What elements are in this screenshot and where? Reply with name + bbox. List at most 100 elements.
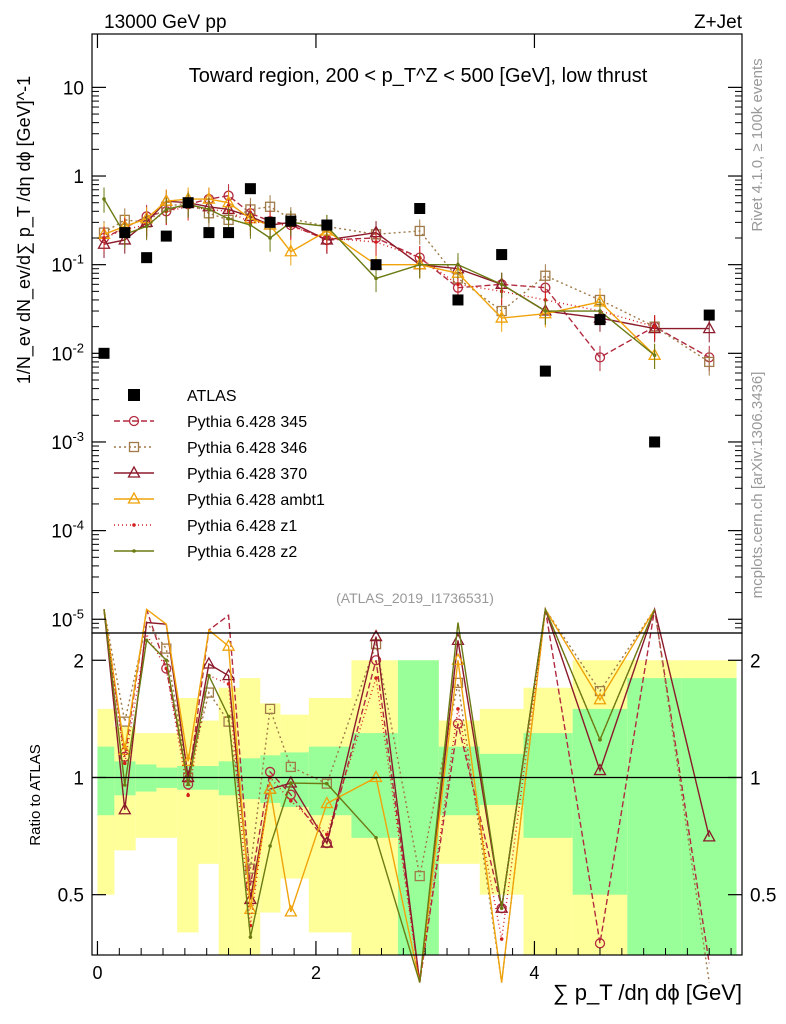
y-tick-label-main-4: 10-3 <box>51 429 84 454</box>
band-inner-14 <box>479 753 524 805</box>
rivet-version-label: Rivet 4.1.0, ≥ 100k events <box>749 58 766 231</box>
series-marker-4-13 <box>456 282 460 287</box>
series-ratio-line-4 <box>103 606 656 983</box>
legend-marker-5 <box>132 549 136 553</box>
band-outer-4 <box>177 698 199 933</box>
series-ratio-marker-1-5 <box>203 687 215 698</box>
series-ratio-marker-3-9 <box>284 904 298 917</box>
atlas-point-1 <box>119 227 131 239</box>
x-tick-label-2: 4 <box>529 963 539 983</box>
series-marker-0-16 <box>594 352 606 363</box>
atlas-point-13 <box>452 294 464 306</box>
series-ratio-marker-4-14 <box>499 937 504 941</box>
legend-label-4: Pythia 6.428 z1 <box>187 518 297 535</box>
series-ratio-marker-4-11 <box>374 676 378 680</box>
header-right: Z+Jet <box>694 12 743 33</box>
band-inner-0 <box>97 746 115 816</box>
series-marker-5-6 <box>226 216 231 221</box>
band-inner-11 <box>351 733 398 838</box>
band-inner-18 <box>681 678 737 955</box>
series-ratio-marker-1-7 <box>245 863 256 874</box>
band-inner-17 <box>627 678 682 955</box>
series-ratio-marker-3-8 <box>263 781 277 794</box>
band-inner-10 <box>308 746 352 816</box>
series-ratio-line-5 <box>103 606 656 983</box>
atlas-point-16 <box>594 314 606 326</box>
atlas-point-4 <box>182 197 194 209</box>
series-marker-4-0 <box>102 236 106 240</box>
series-marker-1-12 <box>414 225 425 237</box>
series-ratio-marker-2-14 <box>495 900 509 913</box>
header-left: 13000 GeV pp <box>104 12 227 33</box>
series-ratio-marker-4-9 <box>289 799 293 803</box>
series-ratio-marker-5-4 <box>186 782 190 787</box>
atlas-point-10 <box>321 219 333 231</box>
series-ratio-marker-3-4 <box>181 754 195 767</box>
analysis-tag: (ATLAS_2019_I1736531) <box>336 590 494 606</box>
y-tick-label-main-2: 10-1 <box>51 252 84 277</box>
legend-label-0: Pythia 6.428 345 <box>187 414 307 431</box>
series-marker-5-11 <box>374 276 378 281</box>
series-marker-5-13 <box>456 262 460 267</box>
legend-marker-3 <box>127 491 141 504</box>
atlas-point-2 <box>141 252 153 264</box>
legend-label-atlas: ATLAS <box>187 388 237 405</box>
band-inner-7 <box>239 758 261 800</box>
series-ratio-marker-1-8 <box>264 703 276 715</box>
y-axis-label-ratio: Ratio to ATLAS <box>27 744 44 845</box>
band-inner-16 <box>572 708 628 895</box>
series-ratio-marker-3-1 <box>118 743 132 756</box>
series-marker-2-18 <box>702 321 716 334</box>
atlas-point-8 <box>264 216 276 228</box>
series-marker-1-15 <box>540 270 551 281</box>
series-line-1 <box>103 201 710 363</box>
series-ratio-marker-5-1 <box>122 783 127 787</box>
series-ratio-marker-1-12 <box>414 870 425 882</box>
series-ratio-marker-4-4 <box>186 793 190 798</box>
y-axis-label-main: 1/N_ev dN_ev/d∑ p_T /dη dϕ [GeV]^-1 <box>14 76 35 384</box>
series-marker-3-14 <box>495 310 509 323</box>
series-ratio-marker-4-10 <box>325 832 329 837</box>
legend-marker-1 <box>128 441 140 453</box>
y-tick-label-ratio-0: 0.5 <box>58 886 84 907</box>
series-ratio-marker-3-11 <box>369 770 383 783</box>
series-marker-5-14 <box>499 282 504 287</box>
atlas-point-11 <box>370 259 382 271</box>
series-ratio-marker-0-13 <box>452 718 464 729</box>
atlas-point-14 <box>496 249 508 261</box>
series-marker-5-15 <box>543 309 548 313</box>
series-ratio-marker-5-2 <box>144 638 149 643</box>
series-marker-5-8 <box>268 236 272 240</box>
atlas-point-3 <box>160 230 172 242</box>
series-ratio-marker-2-16 <box>593 763 607 776</box>
series-ratio-marker-3-10 <box>320 796 334 809</box>
series-ratio-marker-0-11 <box>370 655 382 666</box>
series-ratio-marker-3-16 <box>593 692 607 705</box>
series-marker-5-16 <box>598 309 602 313</box>
legend-label-5: Pythia 6.428 z2 <box>187 544 297 561</box>
series-ratio-marker-5-3 <box>164 658 169 663</box>
legend-marker-2 <box>127 465 141 478</box>
x-tick-label-1: 2 <box>311 963 321 983</box>
band-inner-1 <box>114 761 136 796</box>
legend-marker-0 <box>128 415 140 427</box>
y-tick-label-ratio-1: 1 <box>73 768 84 789</box>
axis-ticks: 0 2 4 10 1 10-1 10-2 10-3 10-4 10-5 0.5 0.5 1 1 2 2 <box>51 34 776 983</box>
series-ratio-marker-0-4 <box>182 779 194 790</box>
series-ratio-marker-5-11 <box>374 835 378 840</box>
atlas-point-5 <box>203 227 215 239</box>
series-marker-5-7 <box>248 223 253 227</box>
series-marker-5-12 <box>417 262 422 267</box>
series-ratio-marker-5-16 <box>598 737 602 742</box>
band-inner-15 <box>523 733 573 838</box>
atlas-data-layer <box>98 183 715 448</box>
series-ratio-marker-0-16 <box>594 938 606 949</box>
y-tick-label-main-5: 10-4 <box>51 518 84 543</box>
y-tick-label-ratio-right-0: 0.5 <box>750 886 776 907</box>
band-outer-5 <box>198 720 219 864</box>
plot-title: Toward region, 200 < p_T^Z < 500 [GeV], … <box>189 65 648 87</box>
y-tick-label-main-0: 10 <box>63 78 84 99</box>
series-ratio-marker-2-5 <box>202 656 216 669</box>
legend-marker-4 <box>132 523 136 527</box>
y-tick-label-main-6: 10-5 <box>51 606 84 631</box>
